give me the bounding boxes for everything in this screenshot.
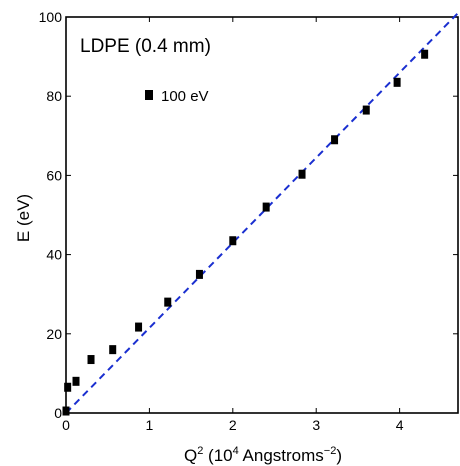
x-tick-label: 3 (312, 417, 320, 433)
x-label-close: ) (336, 446, 342, 465)
x-tick-label: 0 (62, 417, 70, 433)
legend-marker (145, 90, 153, 100)
data-point (362, 105, 370, 115)
data-points (62, 49, 429, 416)
axis-ticks (65, 16, 458, 414)
y-tick-label: 60 (46, 167, 62, 183)
x-label-ten: (10 (203, 446, 232, 465)
data-point (62, 406, 70, 416)
data-point (109, 345, 117, 355)
data-point (298, 169, 306, 179)
data-point (262, 202, 270, 212)
dashed-fit-line (65, 12, 459, 414)
legend-label: 100 eV (161, 88, 209, 105)
x-tick-label: 1 (146, 417, 154, 433)
x-axis-label: Q2 (104 Angstroms−2) (184, 445, 342, 465)
plot-frame (65, 16, 459, 414)
data-point (421, 49, 429, 59)
y-tick-label: 80 (46, 88, 62, 104)
x-tick-label: 4 (396, 417, 404, 433)
y-tick-label: 20 (46, 326, 62, 342)
axis-tick-labels: 0 20 40 60 80 100 0 1 2 3 4 (39, 9, 404, 433)
y-tick-label: 100 (39, 9, 63, 25)
y-axis-label: E (eV) (14, 194, 33, 242)
data-point (72, 376, 80, 386)
x-label-angstroms: Angstroms (239, 446, 324, 465)
data-point (393, 77, 401, 87)
data-point (64, 382, 72, 392)
y-tick-label: 0 (54, 405, 62, 421)
data-point (135, 322, 143, 332)
x-label-sup-2: 2 (197, 445, 203, 457)
data-point (229, 236, 237, 246)
data-point (87, 355, 95, 365)
data-point (331, 135, 339, 145)
plot-annotation: LDPE (0.4 mm) (80, 36, 211, 57)
y-tick-label: 40 (46, 247, 62, 263)
x-label-sup-4: 4 (233, 445, 239, 457)
data-point (164, 297, 172, 307)
x-label-q: Q (184, 446, 197, 465)
legend: 100 eV (145, 88, 209, 105)
data-point (195, 269, 203, 279)
x-label-sup-minus2: −2 (324, 445, 337, 457)
x-tick-label: 2 (229, 417, 237, 433)
